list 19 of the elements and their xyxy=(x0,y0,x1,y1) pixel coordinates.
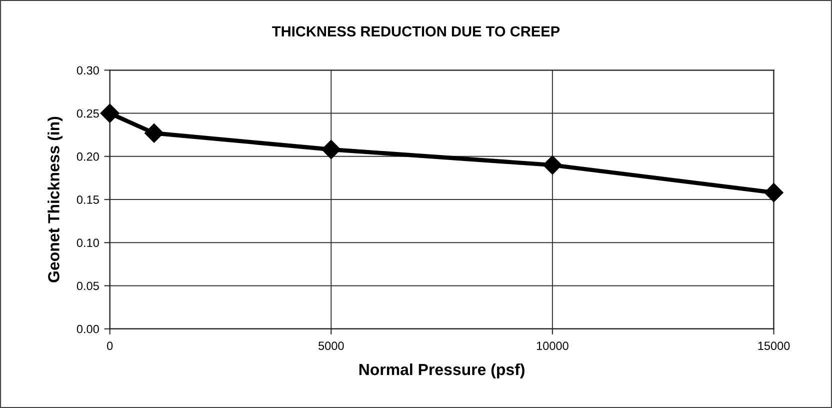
y-tick-label: 0.00 xyxy=(76,324,99,334)
y-tick-label: 0.30 xyxy=(76,66,99,75)
point xyxy=(542,155,562,175)
chart-title: THICKNESS REDUCTION DUE TO CREEP xyxy=(272,26,560,37)
x-tick-label: 10000 xyxy=(536,342,568,350)
y-tick-label: 0.10 xyxy=(76,238,99,248)
y-tick-label: 0.20 xyxy=(76,152,99,161)
point xyxy=(100,104,120,123)
y-tick-label: 0.05 xyxy=(76,282,99,290)
point xyxy=(144,124,164,143)
x-tick-label: 0 xyxy=(107,342,113,350)
x-tick-label: 5000 xyxy=(318,342,344,350)
y-tick-label: 0.25 xyxy=(76,109,99,118)
y-tick-label: 0.15 xyxy=(76,196,99,204)
x-tick-label: 15000 xyxy=(758,342,790,350)
point xyxy=(322,140,341,160)
point xyxy=(764,183,784,202)
y-axis-title: Geonet Thickness (in) xyxy=(48,116,63,282)
x-axis-title: Normal Pressure (psf) xyxy=(359,363,524,378)
